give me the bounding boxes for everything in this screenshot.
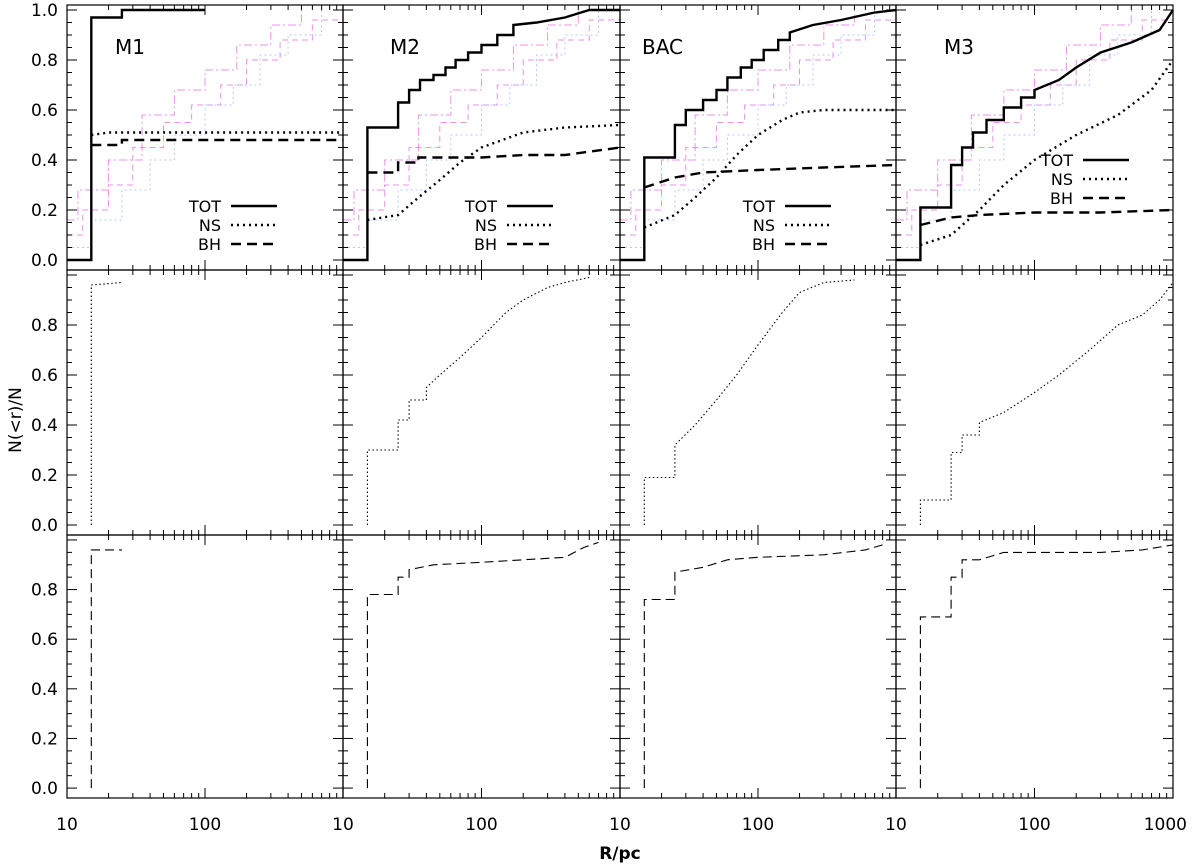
reference-curve	[343, 19, 620, 236]
m3-tot-line	[896, 9, 1173, 262]
legend-label: NS	[199, 216, 221, 235]
data-curves	[67, 8, 1173, 789]
m3-bh-cumulative-line	[919, 544, 1173, 789]
reference-curves	[67, 10, 1173, 248]
panel-frames	[66, 4, 1174, 799]
x-tick-label: 10	[609, 815, 631, 835]
panel-label: M3	[944, 35, 974, 59]
m2-tot-line	[343, 8, 620, 262]
x-tick-label: 1000	[1144, 815, 1187, 835]
panel-frame	[619, 534, 897, 799]
y-tick-label: 0.2	[31, 201, 58, 221]
y-tick-label: 0.0	[31, 516, 58, 536]
labels: N(<r)/N R/pc 0.0 0.2 0.4 0.6 0.8 1.0 0.0 0.2 0.4…	[6, 1, 1187, 864]
y-tick-label: 1.0	[31, 1, 58, 21]
m3-bh-line	[920, 208, 1173, 227]
legend-label: BH	[198, 235, 221, 254]
y-tick-label: 0.6	[31, 366, 58, 386]
y-axis-title: N(<r)/N	[6, 387, 26, 453]
bac-tot-line	[620, 8, 896, 262]
m1-ns-line	[91, 131, 343, 137]
reference-curve	[343, 10, 579, 221]
y-tick-label: 0.4	[31, 151, 58, 171]
m3-ns-cumulative-line	[919, 282, 1173, 525]
m2-ns-line	[367, 123, 620, 222]
bac-bh-cumulative-line	[643, 544, 883, 789]
m2-ns-cumulative-line	[366, 276, 590, 525]
bac-bh-line	[643, 163, 896, 189]
y-tick-label: 0.4	[31, 416, 58, 436]
panel-frame	[342, 534, 621, 799]
reference-curve	[620, 10, 855, 221]
panel-label: M1	[115, 35, 145, 59]
m1-bh-cumulative-line	[90, 549, 122, 789]
ticks	[66, 5, 1174, 798]
panel-frame	[895, 534, 1174, 799]
reference-curve	[896, 19, 1173, 236]
legend-label: BH	[752, 235, 775, 254]
panel-label: BAC	[642, 35, 683, 59]
panel-frame	[619, 269, 897, 536]
x-tick-label: 10	[885, 815, 907, 835]
x-tick-label: 100	[1018, 815, 1050, 835]
y-tick-label: 0.0	[31, 779, 58, 799]
y-tick-label: 0.2	[31, 730, 58, 750]
reference-curve	[67, 10, 302, 221]
m1-ns-cumulative-line	[90, 281, 122, 525]
y-tick-label: 0.2	[31, 466, 58, 486]
legend-label: NS	[475, 216, 497, 235]
bac-ns-line	[643, 108, 896, 229]
legend-label: NS	[753, 216, 775, 235]
reference-curve	[343, 10, 599, 248]
legend-label: TOT	[188, 197, 221, 216]
reference-curve	[896, 10, 1152, 248]
y-tick-label: 0.0	[31, 251, 58, 271]
y-tick-label: 0.4	[31, 680, 58, 700]
x-tick-label: 100	[465, 815, 497, 835]
y-tick-label: 0.6	[31, 630, 58, 650]
y-tick-label: 0.8	[31, 581, 58, 601]
reference-curve	[67, 10, 323, 248]
panel-label: M2	[390, 35, 420, 59]
legend-label: BH	[1050, 189, 1073, 208]
panel-frame	[895, 4, 1174, 271]
panel-frame	[342, 269, 621, 536]
reference-curve	[67, 19, 343, 236]
x-tick-label: 10	[56, 815, 78, 835]
x-tick-label: 10	[332, 815, 354, 835]
reference-curve	[620, 19, 896, 236]
panel-frame	[66, 269, 344, 536]
y-tick-label: 0.6	[31, 101, 58, 121]
legend-label: NS	[1051, 170, 1073, 189]
reference-curve	[620, 10, 876, 248]
legend-label: TOT	[1040, 151, 1073, 170]
m2-bh-cumulative-line	[366, 541, 599, 789]
bac-ns-cumulative-line	[643, 279, 855, 525]
x-axis-title: R/pc	[599, 844, 641, 864]
x-tick-label: 100	[742, 815, 774, 835]
m1-tot-line	[67, 8, 205, 262]
x-tick-label: 100	[189, 815, 221, 835]
y-tick-label: 0.8	[31, 316, 58, 336]
panel-frame	[66, 534, 344, 799]
legend-label: TOT	[742, 197, 775, 216]
panel-frame	[895, 269, 1174, 536]
m1-bh-line	[91, 138, 343, 147]
legend-label: TOT	[464, 197, 497, 216]
reference-curve	[896, 10, 1132, 221]
legend-label: BH	[474, 235, 497, 254]
y-tick-label: 0.8	[31, 51, 58, 71]
m3-ns-line	[920, 59, 1173, 247]
m2-bh-line	[367, 146, 620, 174]
